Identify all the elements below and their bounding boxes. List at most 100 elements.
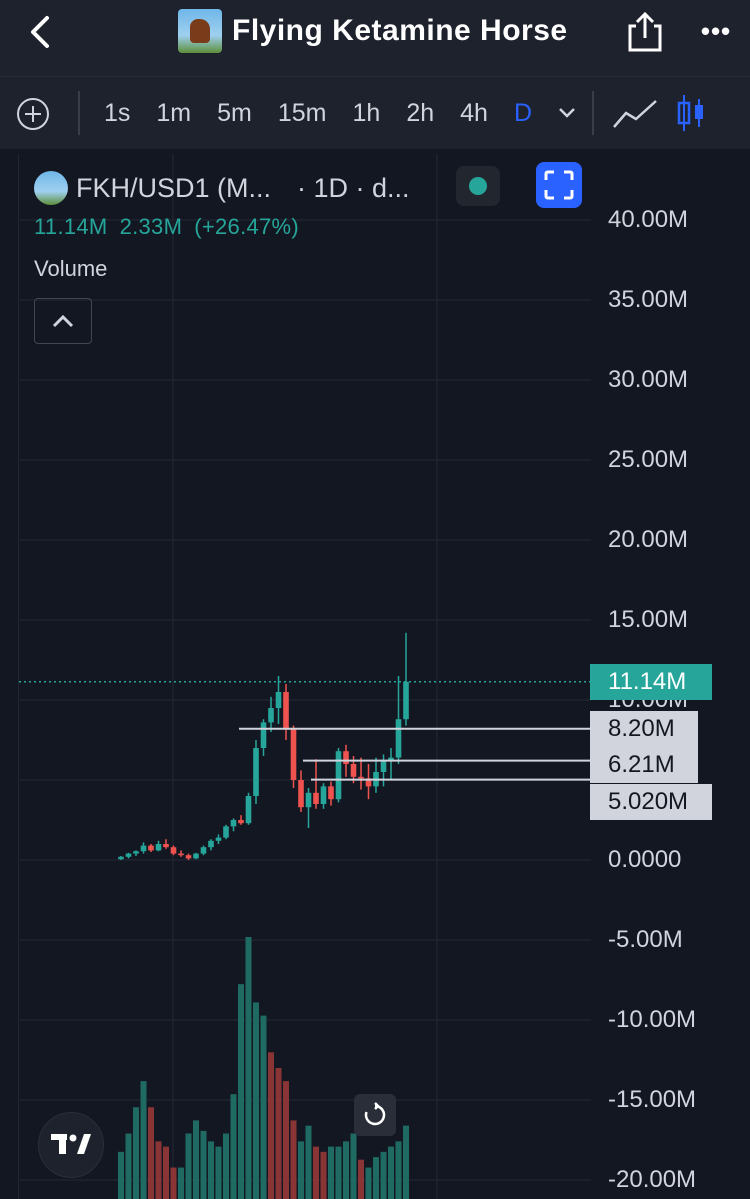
interval-5m[interactable]: 5m [217, 98, 252, 127]
volume-bar [260, 1015, 267, 1199]
toolbar-divider [78, 91, 80, 135]
candlestick-icon[interactable] [676, 93, 706, 133]
volume-bar [253, 1002, 259, 1199]
candle-body [388, 757, 394, 761]
price-chart[interactable] [19, 154, 750, 1199]
collapse-legend-button[interactable] [34, 298, 92, 344]
interval-15m[interactable]: 15m [277, 98, 327, 127]
interval-1s[interactable]: 1s [104, 98, 131, 127]
candle-body [118, 856, 124, 860]
legend-last: 11.14M [34, 214, 108, 239]
volume-bar [215, 1146, 222, 1199]
volume-bar [125, 1133, 132, 1199]
volume-bar [305, 1125, 312, 1199]
volume-bar [343, 1141, 349, 1199]
candle-body [185, 855, 192, 859]
volume-bar [238, 984, 244, 1199]
reset-icon [364, 1102, 386, 1126]
volume-bar [313, 1146, 319, 1199]
chevron-left-icon[interactable] [22, 14, 58, 50]
axis-label: -15.00M [608, 1086, 697, 1113]
volume-bar [133, 1107, 139, 1199]
legend-change: 2.33M [119, 214, 183, 239]
tradingview-logo[interactable] [38, 1112, 104, 1178]
axis-label: -5.00M [608, 926, 683, 953]
candle-body [395, 719, 402, 758]
candle-body [380, 760, 387, 772]
interval-1m[interactable]: 1m [156, 98, 192, 127]
interval-d[interactable]: D [513, 98, 533, 127]
more-dots-icon[interactable]: ••• [700, 16, 732, 46]
axis-label: 30.00M [608, 366, 689, 393]
volume-bar [193, 1120, 199, 1199]
candle-body [238, 820, 244, 824]
candle-body [125, 853, 132, 857]
candle-body [223, 826, 229, 838]
app-header: Flying Ketamine Horse ••• [0, 0, 750, 76]
axis-label: 0.0000 [608, 846, 682, 873]
candle-body [253, 748, 259, 796]
fullscreen-icon [544, 170, 574, 200]
legend-symbol: FKH/USD1 (M... [76, 172, 272, 203]
candle-body [245, 796, 252, 824]
volume-bar [365, 1167, 372, 1199]
fullscreen-button[interactable] [536, 162, 582, 208]
token-logo [178, 9, 222, 53]
candle-body [208, 840, 214, 848]
candle-body [290, 728, 297, 780]
candle-body [358, 776, 364, 779]
interval-1h[interactable]: 1h [352, 98, 381, 127]
tradingview-icon [51, 1134, 91, 1154]
volume-bar [245, 937, 252, 1199]
price-line-tag[interactable]: 6.21M [590, 747, 698, 783]
axis-label-partial: 10.00M [608, 696, 688, 714]
current-price-tag: 11.14M [590, 664, 712, 700]
volume-bar [200, 1130, 207, 1199]
volume-label: Volume [34, 256, 108, 281]
candle-body [148, 845, 154, 851]
candle-body [275, 692, 282, 708]
axis-label: -10.00M [608, 1006, 697, 1033]
interval-4h[interactable]: 4h [460, 98, 488, 127]
chart-legend[interactable]: FKH/USD1 (M... · 1D · d... [34, 170, 410, 206]
axis-label: 25.00M [608, 446, 689, 473]
status-dot-icon [469, 177, 487, 195]
volume-bar [373, 1157, 379, 1199]
interval-list: 1s 1m 5m 15m 1h 2h 4h D [104, 77, 558, 149]
legend-change-pct: (+26.47%) [194, 214, 300, 239]
market-status[interactable] [456, 166, 500, 206]
reset-chart-button[interactable] [354, 1094, 396, 1136]
candle-body [260, 722, 267, 748]
axis-label: 35.00M [608, 286, 689, 313]
candle-body [305, 792, 312, 808]
chevron-up-icon [52, 314, 74, 328]
volume-bar [320, 1151, 327, 1199]
price-line-tag[interactable]: 8.20M [590, 711, 698, 747]
volume-bar [155, 1141, 162, 1199]
candle-body [313, 792, 319, 804]
legend-interval: · 1D · d... [297, 172, 410, 203]
interval-2h[interactable]: 2h [406, 98, 435, 127]
candle-body [343, 751, 349, 764]
candle-body [133, 851, 139, 854]
volume-bar [185, 1133, 192, 1199]
share-icon[interactable] [626, 10, 664, 54]
plus-circle-icon[interactable] [16, 97, 50, 131]
volume-bar [298, 1141, 304, 1199]
candle-body [298, 780, 304, 808]
price-line-tag[interactable]: 5.020M [590, 784, 712, 820]
candle-body [163, 844, 169, 848]
volume-bar [403, 1125, 409, 1199]
token-avatar [34, 171, 68, 205]
chart-toolbar: 1s 1m 5m 15m 1h 2h 4h D [0, 76, 750, 149]
chevron-down-icon[interactable] [556, 103, 578, 123]
volume-bar [350, 1133, 357, 1199]
legend-values: 11.14M 2.33M (+26.47%) [34, 214, 311, 240]
candle-body [283, 692, 289, 729]
line-chart-icon[interactable] [612, 97, 658, 131]
volume-bar [118, 1151, 124, 1199]
candle-body [320, 786, 327, 804]
candle-body [230, 820, 237, 827]
candle-body [365, 778, 372, 787]
candle-body [328, 786, 334, 800]
